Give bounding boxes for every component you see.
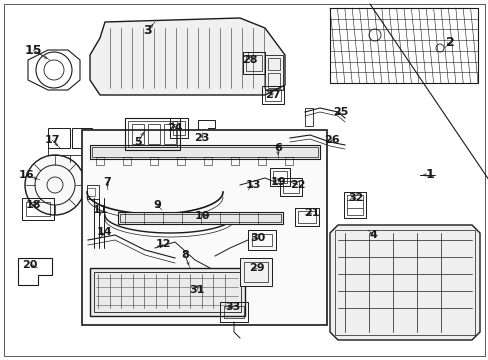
Text: 7: 7 (103, 177, 111, 187)
Bar (87, 185, 99, 199)
Text: 24: 24 (167, 123, 183, 133)
Text: 9: 9 (153, 200, 161, 210)
Bar (264, 89, 281, 101)
Text: 14: 14 (97, 227, 113, 237)
Bar (267, 73, 280, 88)
Bar (224, 306, 244, 318)
Bar (240, 258, 271, 286)
Bar (272, 171, 286, 183)
Bar (92, 147, 317, 157)
Bar (329, 8, 477, 83)
Polygon shape (90, 18, 285, 95)
Bar (346, 195, 362, 215)
Bar (177, 157, 184, 165)
Bar (163, 124, 176, 144)
Text: 20: 20 (22, 260, 38, 270)
Text: 26: 26 (324, 135, 339, 145)
Bar (120, 214, 281, 222)
Bar (247, 230, 275, 250)
Text: 5: 5 (134, 137, 142, 147)
Bar (125, 118, 180, 150)
Bar (173, 121, 184, 135)
Text: 18: 18 (25, 200, 41, 210)
Text: 12: 12 (155, 239, 170, 249)
Text: 6: 6 (273, 143, 282, 153)
Text: 1: 1 (425, 168, 433, 181)
Text: 11: 11 (92, 205, 107, 215)
Bar (243, 52, 264, 74)
Text: 22: 22 (290, 180, 305, 190)
Text: 23: 23 (194, 133, 209, 143)
Text: 2: 2 (445, 36, 453, 49)
Bar (203, 157, 212, 165)
Bar (258, 157, 265, 165)
Text: 13: 13 (245, 180, 260, 190)
Text: 8: 8 (181, 250, 188, 260)
Bar (90, 268, 244, 316)
Bar (283, 181, 298, 193)
Bar (170, 118, 187, 138)
Bar (244, 262, 267, 282)
Bar (220, 302, 247, 322)
Bar (343, 192, 365, 218)
Bar (96, 157, 104, 165)
Text: 3: 3 (143, 23, 152, 36)
Bar (87, 188, 95, 196)
Text: 4: 4 (368, 230, 376, 240)
Text: 31: 31 (189, 285, 204, 295)
Bar (280, 178, 302, 196)
Text: 27: 27 (264, 90, 280, 100)
Polygon shape (329, 225, 479, 340)
Text: 29: 29 (249, 263, 264, 273)
Bar (90, 145, 319, 159)
Text: 21: 21 (304, 208, 319, 218)
Text: 33: 33 (225, 302, 240, 312)
Text: 17: 17 (44, 135, 60, 145)
Bar (294, 208, 318, 226)
Text: 19: 19 (270, 177, 285, 187)
Bar (82, 130, 326, 325)
Bar (94, 272, 241, 312)
Text: 32: 32 (347, 193, 363, 203)
Bar (334, 230, 474, 335)
Bar (230, 157, 239, 165)
Bar (148, 124, 160, 144)
Bar (251, 234, 271, 246)
Bar (267, 58, 280, 70)
Bar (132, 124, 143, 144)
Bar (269, 168, 289, 186)
Bar (72, 128, 92, 148)
Bar (285, 157, 292, 165)
Text: 30: 30 (250, 233, 265, 243)
Bar (150, 157, 158, 165)
Bar (26, 202, 50, 216)
Text: 15: 15 (24, 44, 41, 57)
Bar (128, 121, 177, 147)
Bar (305, 108, 312, 126)
Bar (48, 128, 70, 148)
Bar (262, 86, 284, 104)
Bar (118, 212, 283, 224)
Text: 10: 10 (194, 211, 209, 221)
Bar (123, 157, 131, 165)
Bar (22, 198, 54, 220)
Text: 25: 25 (333, 107, 348, 117)
Circle shape (25, 155, 85, 215)
Bar (264, 55, 283, 90)
Bar (245, 55, 262, 71)
Text: 16: 16 (18, 170, 34, 180)
Text: 28: 28 (242, 55, 257, 65)
Bar (297, 211, 315, 223)
